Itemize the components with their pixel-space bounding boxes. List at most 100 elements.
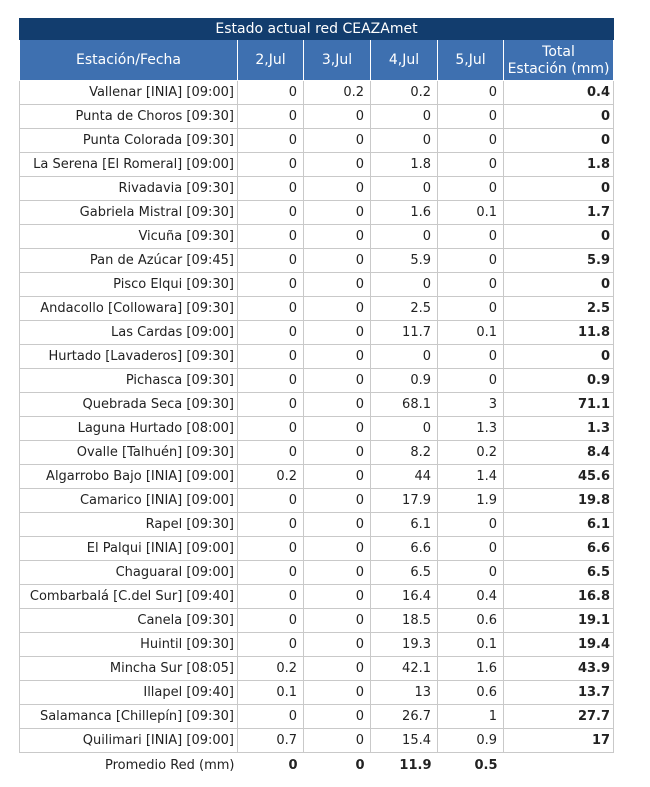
rainfall-value-cell: 0 xyxy=(303,584,371,609)
rainfall-value-cell: 0 xyxy=(303,128,371,153)
rainfall-value-cell: 0 xyxy=(437,80,504,105)
rainfall-value-cell: 0 xyxy=(370,176,438,201)
rainfall-value-cell: 0 xyxy=(237,224,304,249)
table-row: Chaguaral [09:00] 0 0 6.5 0 6.5 xyxy=(19,560,615,585)
rainfall-value-cell: 0 xyxy=(303,608,371,633)
average-value: 0 xyxy=(288,757,298,773)
total-cell: 1.8 xyxy=(503,152,615,177)
station-name-cell: Huintil [09:30] xyxy=(19,632,238,657)
header-station: Estación/Fecha xyxy=(19,39,238,81)
rainfall-value-cell: 0 xyxy=(437,248,504,273)
rainfall-value-cell: 0 xyxy=(237,152,304,177)
rainfall-value-cell: 44 xyxy=(370,464,438,489)
station-name-cell: Chaguaral [09:00] xyxy=(19,560,238,585)
rainfall-value-cell: 1.8 xyxy=(370,152,438,177)
table-row: Gabriela Mistral [09:30] 0 0 1.6 0.1 1.7 xyxy=(19,200,615,225)
total-cell: 1.3 xyxy=(503,416,615,441)
rainfall-value-cell: 0.1 xyxy=(437,200,504,225)
total-cell: 19.4 xyxy=(503,632,615,657)
total-cell: 0.4 xyxy=(503,80,615,105)
rainfall-value-cell: 11.7 xyxy=(370,320,438,345)
rainfall-value-cell: 0 xyxy=(303,344,371,369)
table-row: Pichasca [09:30] 0 0 0.9 0 0.9 xyxy=(19,368,615,393)
rainfall-value-cell: 0 xyxy=(370,224,438,249)
average-value: 0.5 xyxy=(474,757,498,773)
rainfall-value-cell: 0 xyxy=(237,392,304,417)
station-name-cell: Pan de Azúcar [09:45] xyxy=(19,248,238,273)
table-row: Combarbalá [C.del Sur] [09:40] 0 0 16.4 0.4 1… xyxy=(19,584,615,609)
rainfall-value-cell: 0 xyxy=(303,416,371,441)
total-cell: 16.8 xyxy=(503,584,615,609)
rainfall-value-cell: 8.2 xyxy=(370,440,438,465)
rainfall-value-cell: 0 xyxy=(370,344,438,369)
table-row: Camarico [INIA] [09:00] 0 0 17.9 1.9 19.8 xyxy=(19,488,615,513)
table-row: Quilimari [INIA] [09:00] 0.7 0 15.4 0.9 17 xyxy=(19,728,615,753)
rainfall-value-cell: 0.1 xyxy=(437,320,504,345)
rainfall-value-cell: 0 xyxy=(437,272,504,297)
total-cell: 6.6 xyxy=(503,536,615,561)
rainfall-value-cell: 6.6 xyxy=(370,536,438,561)
total-cell: 0 xyxy=(503,344,615,369)
rainfall-value-cell: 0 xyxy=(237,200,304,225)
rainfall-value-cell: 0 xyxy=(237,440,304,465)
rainfall-value-cell: 0 xyxy=(237,632,304,657)
rainfall-value-cell: 0 xyxy=(237,80,304,105)
total-cell: 71.1 xyxy=(503,392,615,417)
station-name-cell: Gabriela Mistral [09:30] xyxy=(19,200,238,225)
rainfall-value-cell: 0 xyxy=(303,248,371,273)
rainfall-value-cell: 0.2 xyxy=(303,80,371,105)
rainfall-value-cell: 0 xyxy=(370,416,438,441)
station-name-cell: Camarico [INIA] [09:00] xyxy=(19,488,238,513)
total-cell: 19.8 xyxy=(503,488,615,513)
header-total: Total Estación (mm) xyxy=(502,39,615,81)
rainfall-value-cell: 0 xyxy=(237,128,304,153)
rainfall-value-cell: 68.1 xyxy=(370,392,438,417)
rainfall-value-cell: 0 xyxy=(237,320,304,345)
rainfall-value-cell: 0 xyxy=(303,200,371,225)
total-cell: 17 xyxy=(503,728,615,753)
station-name-cell: Quebrada Seca [09:30] xyxy=(19,392,238,417)
rainfall-value-cell: 0.9 xyxy=(437,728,504,753)
station-name-cell: Ovalle [Talhuén] [09:30] xyxy=(19,440,238,465)
header-day: 5,Jul xyxy=(437,39,504,81)
station-name-cell: Vallenar [INIA] [09:00] xyxy=(19,80,238,105)
rainfall-value-cell: 0 xyxy=(303,536,371,561)
rainfall-value-cell: 0 xyxy=(437,512,504,537)
table-row: Algarrobo Bajo [INIA] [09:00] 0.2 0 44 1.4 45… xyxy=(19,464,615,489)
rainfall-value-cell: 0.2 xyxy=(237,464,304,489)
rainfall-value-cell: 0 xyxy=(437,224,504,249)
rainfall-value-cell: 0 xyxy=(303,656,371,681)
total-cell: 0.9 xyxy=(503,368,615,393)
rainfall-table: Estado actual red CEAZAmet Estación/Fech… xyxy=(18,18,615,777)
rainfall-value-cell: 0 xyxy=(237,512,304,537)
rainfall-value-cell: 0.1 xyxy=(237,680,304,705)
rainfall-value-cell: 0 xyxy=(303,728,371,753)
rainfall-value-cell: 0 xyxy=(237,176,304,201)
table-row: Quebrada Seca [09:30] 0 0 68.1 3 71.1 xyxy=(19,392,615,417)
table-row: Punta de Choros [09:30] 0 0 0 0 0 xyxy=(19,104,615,129)
rainfall-value-cell: 0 xyxy=(303,560,371,585)
rainfall-value-cell: 0 xyxy=(303,632,371,657)
rainfall-value-cell: 19.3 xyxy=(370,632,438,657)
rainfall-value-cell: 0 xyxy=(303,440,371,465)
rainfall-value-cell: 1.6 xyxy=(437,656,504,681)
station-name-cell: Canela [09:30] xyxy=(19,608,238,633)
station-name-cell: Pisco Elqui [09:30] xyxy=(19,272,238,297)
rainfall-value-cell: 0 xyxy=(303,512,371,537)
rainfall-value-cell: 0.2 xyxy=(370,80,438,105)
rainfall-table-container: Estado actual red CEAZAmet Estación/Fech… xyxy=(18,18,615,777)
table-row: Hurtado [Lavaderos] [09:30] 0 0 0 0 0 xyxy=(19,344,615,369)
header-total-line1: Total xyxy=(542,44,575,60)
rainfall-value-cell: 0 xyxy=(437,128,504,153)
total-cell: 1.7 xyxy=(503,200,615,225)
rainfall-value-cell: 0 xyxy=(303,152,371,177)
table-row: Pisco Elqui [09:30] 0 0 0 0 0 xyxy=(19,272,615,297)
rainfall-value-cell: 0.6 xyxy=(437,608,504,633)
rainfall-value-cell: 0 xyxy=(437,176,504,201)
rainfall-value-cell: 15.4 xyxy=(370,728,438,753)
table-row: Canela [09:30] 0 0 18.5 0.6 19.1 xyxy=(19,608,615,633)
table-row: Mincha Sur [08:05] 0.2 0 42.1 1.6 43.9 xyxy=(19,656,615,681)
rainfall-value-cell: 17.9 xyxy=(370,488,438,513)
total-cell: 0 xyxy=(503,104,615,129)
rainfall-value-cell: 0 xyxy=(437,344,504,369)
